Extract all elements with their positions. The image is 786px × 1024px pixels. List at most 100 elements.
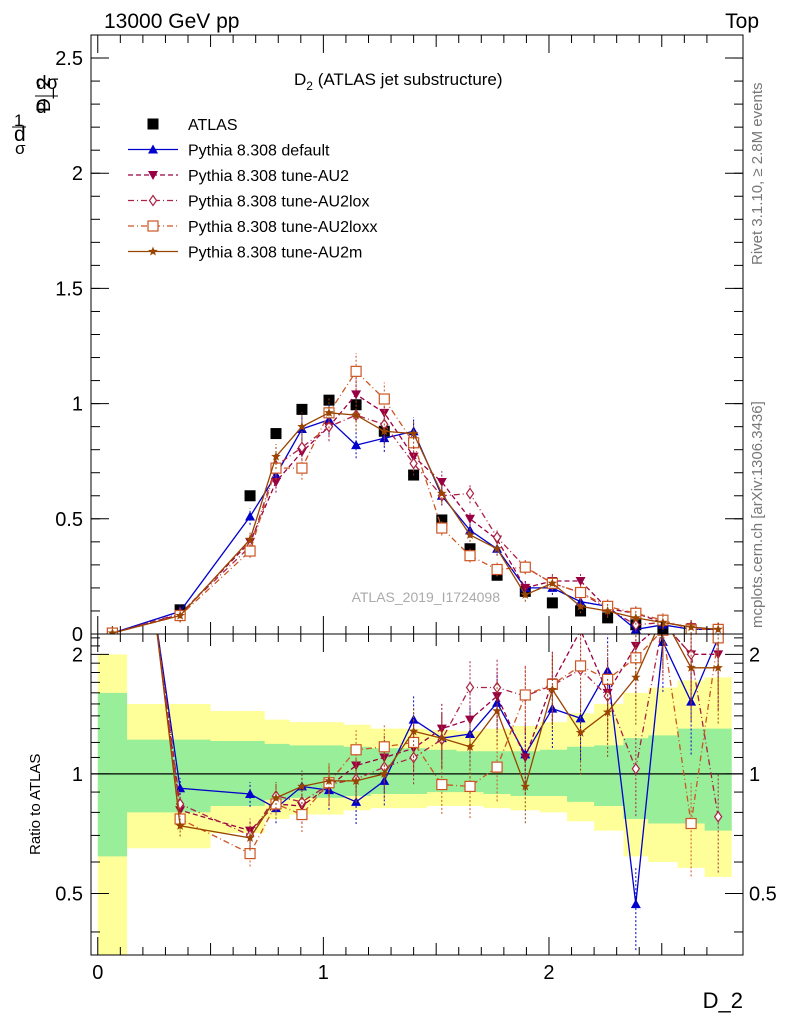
ratio-point: [244, 848, 256, 860]
ratio-point: [436, 778, 448, 791]
legend-marker: [148, 144, 158, 154]
ratio-panel: 0.5 0.5 1 1 2 2 0 1 2: [55, 633, 777, 984]
ratio-point: [630, 641, 641, 651]
data-point: [175, 610, 185, 620]
data-point: [297, 421, 307, 431]
data-point: [296, 462, 308, 474]
ratio-y-tick-label: 1: [72, 764, 83, 786]
data-point: [297, 441, 307, 454]
ratio-y-axis-label: Ratio to ATLAS: [27, 754, 44, 855]
data-point: [408, 452, 419, 462]
ratio-point: [297, 781, 307, 791]
data-point: [658, 617, 668, 627]
ratio-point: [296, 808, 308, 821]
ratio-point: [491, 761, 503, 773]
data-point: [436, 477, 447, 487]
ratio-y-tick-label-right: 1: [749, 764, 760, 786]
main-y-axis-label: d 1 σ dσ d D_2: [12, 73, 59, 158]
ratio-point: [408, 714, 419, 724]
analysis-watermark: ATLAS_2019_I1724098: [352, 589, 501, 605]
ratio-point: [350, 744, 362, 756]
legend-label: Pythia 8.308 tune-AU2: [188, 168, 349, 185]
ratio-axes: 0.5 0.5 1 1 2 2 0 1 2: [55, 634, 777, 984]
ratio-point: [574, 660, 587, 672]
ratio-point: [547, 684, 558, 694]
legend-label: Pythia 8.308 tune-AU2loxx: [188, 219, 377, 236]
uncertainty-bands: [91, 654, 743, 955]
legend-entry: Pythia 8.308 tune-AU2loxx: [128, 219, 377, 236]
data-point: [378, 393, 390, 405]
ratio-point: [630, 652, 642, 664]
legend: ATLAS Pythia 8.308 default Pythia 8.308 tu…: [128, 117, 377, 262]
ratio-frame: [90, 633, 744, 956]
data-point: [244, 545, 256, 557]
data-point: [491, 563, 503, 576]
ratio-point: [379, 768, 389, 778]
legend-entry: Pythia 8.308 tune-AU2m: [128, 245, 362, 262]
data-point: [436, 514, 448, 526]
legend-label: Pythia 8.308 default: [188, 143, 330, 160]
svg-text:1: 1: [14, 111, 23, 130]
ratio-point: [408, 726, 419, 736]
ratio-point: [436, 724, 447, 734]
rivet-version-label: Rivet 3.1.10, ≥ 2.8M events: [749, 83, 766, 266]
ratio-y-tick-label: 0.5: [55, 883, 83, 905]
ratio-point: [464, 780, 476, 793]
x-tick-label: 2: [543, 962, 554, 984]
data-point: [465, 514, 476, 524]
data-point: [465, 487, 475, 500]
ratio-point: [465, 681, 475, 694]
ratio-y-tick-label-right: 2: [749, 644, 760, 666]
ratio-point: [245, 832, 255, 842]
inner-uncertainty-band: [97, 692, 732, 857]
data-point: [686, 622, 696, 632]
ratio-point: [465, 741, 475, 751]
ratio-point: [630, 899, 641, 909]
series-line: [112, 414, 719, 634]
data-point: [271, 451, 281, 461]
legend-entry: Pythia 8.308 default: [128, 143, 330, 160]
legend-label: Pythia 8.308 tune-AU2m: [188, 245, 362, 262]
data-point: [296, 403, 308, 415]
data-point: [574, 586, 587, 599]
ratio-point: [351, 775, 361, 785]
data-point: [107, 628, 118, 634]
data-point: [464, 550, 476, 562]
y-tick-label: 0: [72, 624, 83, 646]
legend-entry: Pythia 8.308 tune-AU2lox: [128, 194, 369, 211]
y-tick-label: 0.5: [55, 509, 83, 531]
data-point: [492, 543, 502, 553]
ratio-point: [437, 733, 447, 743]
ratio-series-4: [156, 634, 723, 851]
data-point: [575, 605, 587, 617]
main-axes: 0 0.5 1 1.5 2 2.5: [55, 35, 743, 646]
title-subscript: 2: [306, 79, 313, 93]
ratio-point: [575, 727, 586, 737]
ratio-point: [271, 792, 281, 802]
data-point: [602, 606, 613, 615]
data-point: [437, 488, 447, 498]
ratio-line: [156, 634, 719, 832]
data-point: [270, 428, 282, 440]
ratio-line: [156, 634, 719, 839]
data-point: [409, 457, 418, 470]
y-tick-label: 2: [72, 163, 83, 185]
legend-label: ATLAS: [188, 117, 238, 134]
data-point: [324, 407, 334, 417]
ratio-point: [324, 775, 334, 785]
ratio-point: [602, 707, 613, 717]
main-plot-area: [106, 352, 724, 634]
y-tick-label: 1: [72, 394, 83, 416]
ratio-point: [465, 715, 476, 725]
process-label: Top: [725, 10, 759, 33]
ratio-point: [245, 788, 256, 798]
ratio-point: [631, 762, 641, 775]
data-point: [245, 534, 255, 544]
legend-marker: [148, 194, 158, 207]
series-line: [112, 412, 719, 634]
data-point: [713, 624, 723, 634]
svg-text:D2 (ATLAS jet substructure): D2 (ATLAS jet substructure): [294, 70, 503, 93]
main-panel: 00.511.522.5 D2 (ATLAS jet substructure)…: [55, 34, 744, 646]
data-point: [408, 428, 419, 438]
outer-uncertainty-band: [97, 654, 732, 955]
